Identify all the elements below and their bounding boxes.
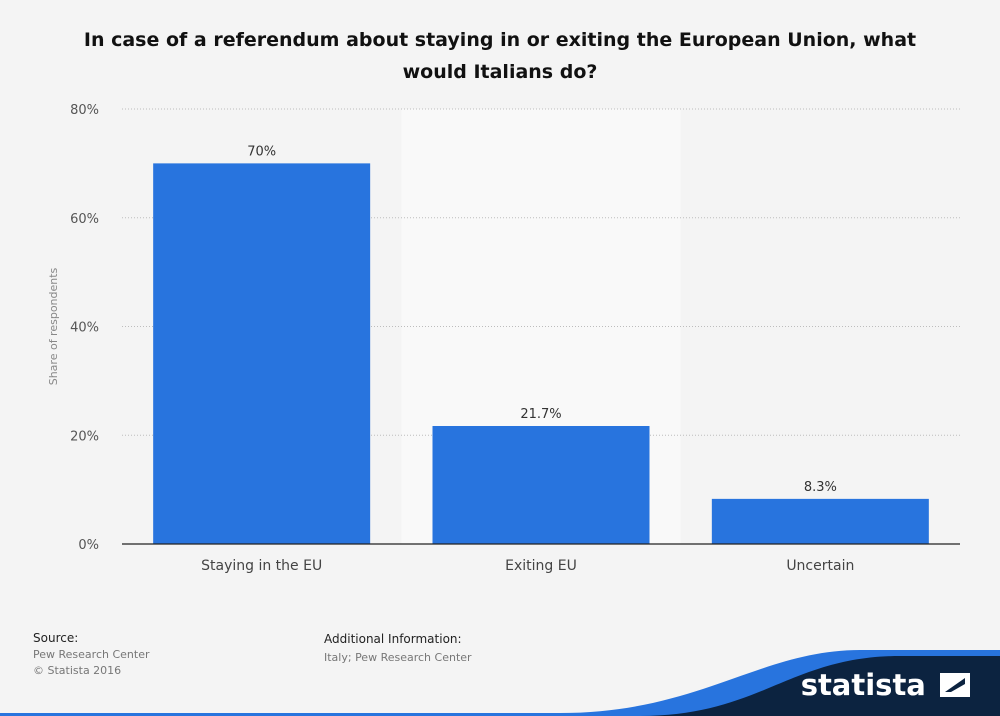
bar-value-label: 21.7% (520, 407, 561, 422)
additional-info-text: Italy; Pew Research Center (324, 651, 472, 664)
x-tick-label: Exiting EU (505, 558, 577, 574)
y-tick-label: 80% (70, 103, 99, 118)
bar-value-label: 8.3% (804, 480, 837, 495)
bar (153, 163, 371, 544)
chart-title: In case of a referendum about staying in… (83, 29, 917, 83)
y-tick-label: 0% (78, 538, 99, 553)
x-tick-label: Staying in the EU (201, 558, 322, 574)
y-tick-label: 40% (70, 321, 99, 336)
y-axis-label: Share of respondents (47, 267, 60, 385)
statista-logo: statista (801, 668, 970, 702)
source-label: Source: (33, 631, 79, 645)
statista-logo-icon (940, 673, 970, 697)
source-line: © Statista 2016 (33, 664, 122, 677)
additional-info-label: Additional Information: (324, 632, 462, 646)
y-tick-label: 20% (70, 429, 99, 444)
bar-value-label: 70% (247, 144, 276, 159)
x-tick-label: Uncertain (786, 558, 854, 574)
statista-logo-text: statista (800, 668, 926, 702)
source-text: Pew Research Center © Statista 2016 (33, 647, 149, 679)
y-tick-label: 60% (70, 212, 99, 227)
source-line: Pew Research Center (33, 648, 150, 661)
bar (432, 426, 650, 544)
bar (711, 498, 929, 544)
